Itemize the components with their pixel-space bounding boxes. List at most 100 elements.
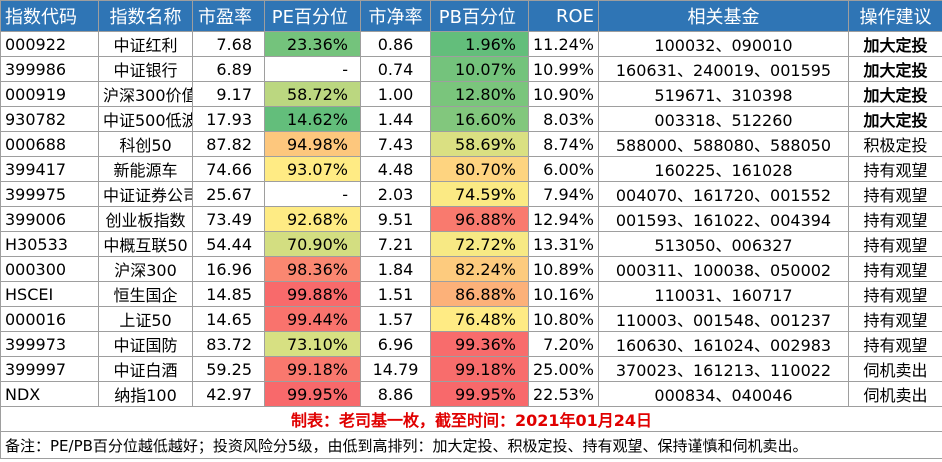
header-cell: 市净率 [360,0,431,32]
table-cell: 1.00 [360,81,431,107]
table-cell: 中证500低波 [98,106,193,132]
table-cell: 10.16% [528,281,599,307]
table-cell: 中概互联50 [98,231,193,257]
table-cell: - [264,181,361,207]
header-row: 指数代码 指数名称 市盈率 PE百分位 市净率 PB百分位 ROE 相关基金 操作建议 [0,0,942,32]
table-cell: 519671、310398 [598,81,849,107]
data-row: 399417 新能源车 74.66 93.07% 4.48 80.70% 6.00% 1602… [0,156,942,182]
table-cell: HSCEI [0,281,99,307]
table-cell: 160630、161024、002983 [598,331,849,357]
table-cell: 16.96 [192,256,265,282]
table-cell: 7.68 [192,31,265,57]
table-cell: 10.80% [528,306,599,332]
table-cell: 8.86 [360,381,431,407]
table-cell: 000834、040046 [598,381,849,407]
table-cell: 4.48 [360,156,431,182]
table-cell: 7.94% [528,181,599,207]
header-cell: 操作建议 [848,0,942,32]
table-cell: 000688 [0,131,99,157]
table-cell: 73.10% [264,331,361,357]
header-cell: 市盈率 [192,0,265,32]
table-cell: 8.03% [528,106,599,132]
table-cell: 160225、161028 [598,156,849,182]
data-row: 399973 中证国防 83.72 73.10% 6.96 99.36% 7.20% 1606… [0,331,942,357]
table-cell: 新能源车 [98,156,193,182]
table-cell: 000311、100038、050002 [598,256,849,282]
table-cell: 99.88% [264,281,361,307]
table-cell: 76.48% [430,306,529,332]
data-row: 000688 科创50 87.82 94.98% 7.43 58.69% 8.74% 5880… [0,131,942,157]
table-cell: 23.36% [264,31,361,57]
table-cell: - [264,56,361,82]
table-cell: 110031、160717 [598,281,849,307]
data-row: 000016 上证50 14.65 99.44% 1.57 76.48% 10.80% 110… [0,306,942,332]
table-cell: 930782 [0,106,99,132]
table-cell: 70.90% [264,231,361,257]
table-cell: 10.99% [528,56,599,82]
table-cell: 持有观望 [848,331,942,357]
table-cell: 10.89% [528,256,599,282]
table-cell: 11.24% [528,31,599,57]
table-cell: 1.51 [360,281,431,307]
table-cell: 6.89 [192,56,265,82]
table-cell: 160631、240019、001595 [598,56,849,82]
table-cell: 399975 [0,181,99,207]
table-cell: 16.60% [430,106,529,132]
table-cell: 中证红利 [98,31,193,57]
note-row: 备注：PE/PB百分位越低越好；投资风险分5级，由低到高排列：加大定投、积极定投… [0,431,942,459]
table-cell: 99.18% [264,356,361,382]
caption: 制表：老司基一枚，截至时间：2021年01月24日 [0,406,942,432]
table-cell: 1.44 [360,106,431,132]
table-cell: 42.97 [192,381,265,407]
table-cell: 399417 [0,156,99,182]
table-cell: 99.36% [430,331,529,357]
table-cell: 恒生国企 [98,281,193,307]
table-cell: 8.74% [528,131,599,157]
table-cell: 2.03 [360,181,431,207]
data-row: 399006 创业板指数 73.49 92.68% 9.51 96.88% 12.94% 00… [0,206,942,232]
table-cell: 加大定投 [848,31,942,57]
table-cell: 沪深300价值 [98,81,193,107]
header-cell: ROE [528,0,599,32]
table-cell: 1.84 [360,256,431,282]
table-cell: 58.69% [430,131,529,157]
table-cell: 73.49 [192,206,265,232]
table-cell: 22.53% [528,381,599,407]
table-cell: 86.88% [430,281,529,307]
table-cell: H30533 [0,231,99,257]
table-cell: 25.00% [528,356,599,382]
data-row: 930782 中证500低波 17.93 14.62% 1.44 16.60% 8.03% 0… [0,106,942,132]
table-cell: 6.00% [528,156,599,182]
table-cell: 96.88% [430,206,529,232]
table-cell: 9.17 [192,81,265,107]
table-cell: 99.44% [264,306,361,332]
table-cell: 000922 [0,31,99,57]
table-cell: 54.44 [192,231,265,257]
data-row: NDX 纳指100 42.97 99.95% 8.86 99.95% 22.53% 00083… [0,381,942,407]
table-cell: 74.66 [192,156,265,182]
table-cell: 9.51 [360,206,431,232]
table-cell: 中证白酒 [98,356,193,382]
table-cell: 82.24% [430,256,529,282]
table-cell: 99.95% [264,381,361,407]
table-cell: 1.57 [360,306,431,332]
data-row: 399986 中证银行 6.89-0.74 10.07% 10.99% 160631、24… [0,56,942,82]
table-body: 000922 中证红利 7.68 23.36% 0.86 1.96% 11.24% 10003… [0,31,942,459]
table-cell: 14.65 [192,306,265,332]
table-cell: 399973 [0,331,99,357]
data-row: 000922 中证红利 7.68 23.36% 0.86 1.96% 11.24% 10003… [0,31,942,57]
table-cell: 12.94% [528,206,599,232]
table-cell: 001593、161022、004394 [598,206,849,232]
table-cell: 17.93 [192,106,265,132]
table-cell: 持有观望 [848,181,942,207]
table-cell: 99.18% [430,356,529,382]
table-cell: 沪深300 [98,256,193,282]
table-cell: 纳指100 [98,381,193,407]
table-cell: 14.85 [192,281,265,307]
header-cell: PE百分位 [264,0,361,32]
table-cell: 98.36% [264,256,361,282]
data-row: H30533 中概互联50 54.44 70.90% 7.21 72.72% 13.31% 5… [0,231,942,257]
table-cell: 中证国防 [98,331,193,357]
table-cell: 370023、161213、110022 [598,356,849,382]
